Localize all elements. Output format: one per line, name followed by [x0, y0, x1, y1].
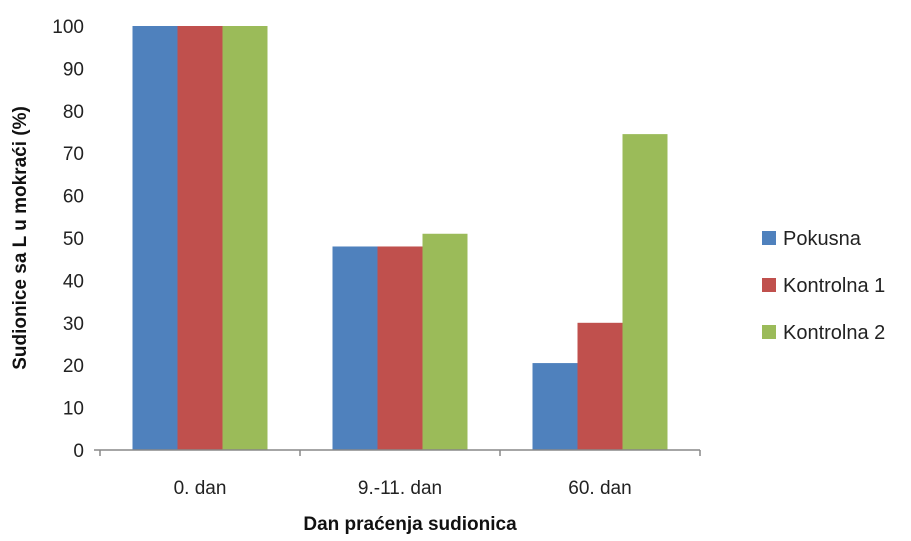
bar: [578, 323, 623, 450]
bar: [378, 246, 423, 450]
x-tick-label: 9.-11. dan: [358, 478, 442, 499]
y-tick-label: 60: [63, 187, 84, 208]
y-tick-label: 40: [63, 271, 84, 292]
y-tick-label: 80: [63, 102, 84, 123]
y-tick-label: 100: [52, 17, 84, 38]
x-tick-label: 60. dan: [568, 478, 631, 499]
y-tick-label: 90: [63, 59, 84, 80]
bar: [333, 246, 378, 450]
y-tick-label: 50: [63, 229, 84, 250]
y-tick-label: 0: [73, 441, 84, 462]
bar: [533, 363, 578, 450]
bar: [133, 26, 178, 450]
y-tick-label: 30: [63, 314, 84, 335]
bars: [133, 26, 668, 450]
y-axis-title: Sudionice sa L u mokraći (%): [10, 106, 31, 370]
legend-label: Pokusna: [783, 228, 862, 250]
legend-swatch: [762, 278, 776, 292]
y-tick-label: 10: [63, 399, 84, 420]
legend-label: Kontrolna 2: [783, 322, 885, 344]
legend-swatch: [762, 231, 776, 245]
x-tick-label: 0. dan: [174, 478, 227, 499]
bar: [223, 26, 268, 450]
y-tick-label: 70: [63, 144, 84, 165]
legend-label: Kontrolna 1: [783, 275, 885, 297]
y-tick-label: 20: [63, 356, 84, 377]
bar: [423, 234, 468, 450]
bar: [178, 26, 223, 450]
x-axis-ticks: 0. dan 9.-11. dan 60. dan: [100, 450, 700, 499]
y-axis-ticks: 0 10 20 30 40 50 60 70 80 90 100: [52, 17, 84, 462]
bar: [623, 134, 668, 450]
legend-swatch: [762, 325, 776, 339]
legend: Pokusna Kontrolna 1 Kontrolna 2: [762, 228, 885, 344]
x-axis-title: Dan praćenja sudionica: [303, 514, 517, 535]
